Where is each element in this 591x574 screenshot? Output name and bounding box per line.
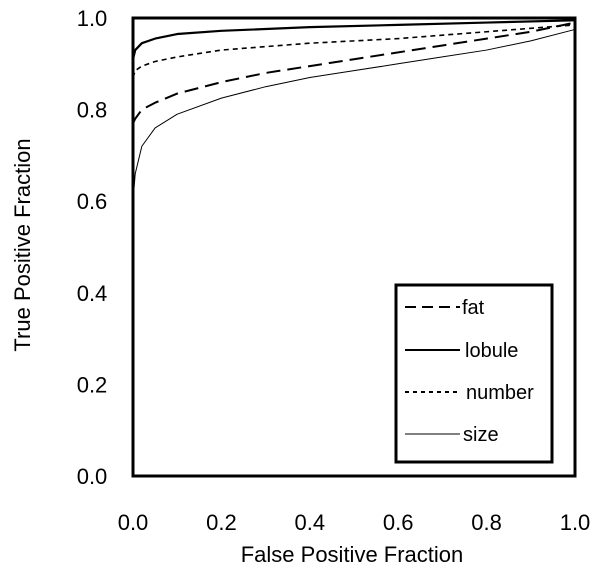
x-tick-label: 0.8 bbox=[471, 510, 502, 535]
legend-box bbox=[394, 283, 554, 464]
x-tick-label: 0.0 bbox=[118, 510, 149, 535]
legend-label-number: number bbox=[466, 382, 534, 404]
y-tick-label: 0.2 bbox=[77, 372, 108, 397]
y-tick-label: 1.0 bbox=[77, 6, 108, 31]
axis-ticks: 0.0 0.2 0.4 0.6 0.8 1.0 0.0 0.2 0.4 0.6 0.8 1.0 bbox=[77, 6, 591, 535]
x-tick-label: 0.2 bbox=[206, 510, 237, 535]
y-axis-title: True Positive Fraction bbox=[10, 138, 35, 351]
y-tick-label: 0.6 bbox=[77, 189, 108, 214]
x-axis-title: False Positive Fraction bbox=[241, 542, 464, 567]
x-tick-label: 0.6 bbox=[383, 510, 414, 535]
y-tick-label: 0.4 bbox=[77, 281, 108, 306]
series-line-size bbox=[132, 28, 576, 202]
series-lines bbox=[131, 19, 576, 202]
x-tick-label: 1.0 bbox=[560, 510, 591, 535]
y-tick-label: 0.0 bbox=[77, 464, 108, 489]
series-line-lobule bbox=[131, 19, 576, 60]
legend-label-size: size bbox=[463, 424, 499, 446]
legend-label-lobule: lobule bbox=[465, 340, 518, 362]
y-tick-label: 0.8 bbox=[77, 98, 108, 123]
legend-label-fat: fat bbox=[462, 297, 485, 319]
plot-frame bbox=[131, 16, 577, 478]
series-line-number bbox=[132, 24, 576, 78]
series-line-fat bbox=[132, 21, 576, 124]
legend: fat lobule number size bbox=[394, 283, 554, 464]
x-tick-label: 0.4 bbox=[295, 510, 326, 535]
